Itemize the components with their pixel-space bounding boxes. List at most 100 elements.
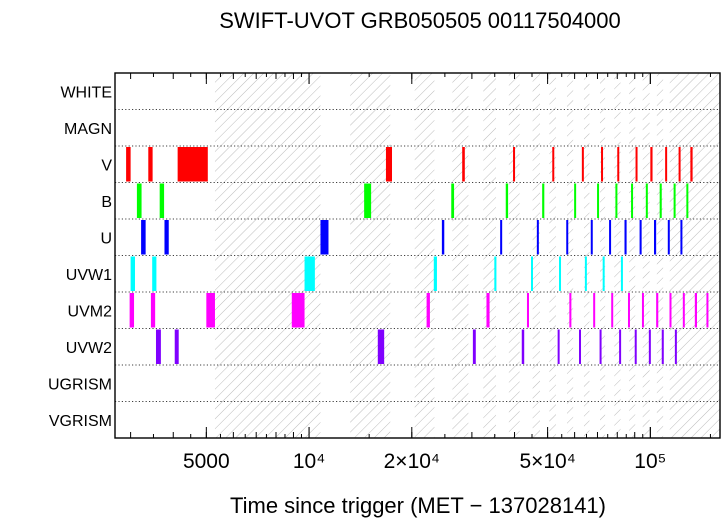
exposure-bar-b (159, 183, 165, 218)
exposure-bar-uvw1 (130, 256, 135, 291)
exposure-bar-u (536, 220, 539, 255)
exposure-bar-v (617, 147, 620, 182)
x-tick-label: 10⁴ (293, 450, 325, 473)
exposure-bar-b (659, 183, 662, 218)
chart-title: SWIFT-UVOT GRB050505 00117504000 (219, 8, 621, 33)
exposure-bar-b (597, 183, 600, 218)
exposure-bar-uvm2 (291, 293, 305, 328)
filter-label-white: WHITE (60, 84, 112, 101)
filter-label-magn: MAGN (64, 121, 112, 138)
exposure-bar-b (451, 183, 455, 218)
exposure-bar-u (141, 220, 146, 255)
exposure-bar-uvm2 (706, 293, 709, 328)
filter-label-u: U (100, 230, 112, 247)
hatched-gap (669, 73, 720, 438)
exposure-bar-uvw2 (619, 329, 622, 364)
exposure-bar-u (441, 220, 445, 255)
exposure-bar-b (686, 183, 689, 218)
filter-label-vgrism: VGRISM (49, 413, 112, 430)
exposure-bar-v (177, 147, 208, 182)
exposure-bar-v (148, 147, 153, 182)
exposure-bar-uvw1 (559, 256, 562, 291)
exposure-bar-uvw2 (155, 329, 161, 364)
filter-labels: WHITE MAGN V B U UVW1 UVM2 UVW2 UGRISM VGRISM (48, 84, 112, 430)
exposure-bar-uvw2 (661, 329, 664, 364)
exposure-bar-uvw1 (602, 256, 605, 291)
exposure-bar-uvm2 (611, 293, 614, 328)
exposure-bar-uvm2 (426, 293, 430, 328)
exposure-bar-b (615, 183, 618, 218)
exposure-bar-u (164, 220, 169, 255)
exposure-bar-uvw2 (648, 329, 651, 364)
hatched-gap (599, 73, 606, 438)
exposure-bar-uvw2 (634, 329, 637, 364)
exposure-bar-uvw2 (174, 329, 179, 364)
exposure-bar-uvw1 (494, 256, 497, 291)
exposure-bar-v (635, 147, 638, 182)
exposure-bar-v (581, 147, 584, 182)
exposure-bar-v (513, 147, 516, 182)
x-axis-label: Time since trigger (MET − 137028141) (230, 493, 606, 518)
exposure-bar-uvw1 (584, 256, 587, 291)
exposure-bar-v (690, 147, 693, 182)
exposure-bar-uvw2 (674, 329, 677, 364)
hatched-gap (583, 73, 590, 438)
exposure-bar-u (500, 220, 503, 255)
exposure-bar-v (552, 147, 555, 182)
exposure-bar-uvm2 (206, 293, 215, 328)
exposure-bar-uvm2 (627, 293, 630, 328)
plot-frame (114, 72, 721, 439)
exposure-bar-uvm2 (129, 293, 135, 328)
exposure-bar-u (624, 220, 627, 255)
exposure-bar-b (673, 183, 676, 218)
exposure-bar-uvw1 (152, 256, 157, 291)
filter-label-b: B (101, 194, 112, 211)
hatched-gap (614, 73, 621, 438)
hatched-gap-layer (214, 73, 720, 438)
exposure-bar-v (601, 147, 604, 182)
x-axis-ticks (130, 73, 711, 438)
exposure-bar-uvm2 (569, 293, 572, 328)
exposure-bar-u (639, 220, 642, 255)
filter-label-uvm2: UVM2 (68, 303, 113, 320)
x-tick-label: 10⁵ (634, 450, 666, 473)
exposure-bar-uvm2 (656, 293, 659, 328)
exposure-bar-b (574, 183, 577, 218)
exposure-bar-v (462, 147, 465, 182)
exposure-bar-u (566, 220, 569, 255)
exposure-bar-u (680, 220, 683, 255)
exposure-bar-v (126, 147, 131, 182)
exposure-bar-uvw1 (530, 256, 533, 291)
exposure-bar-uvw2 (521, 329, 525, 364)
x-axis-tick-labels: 5000 10⁴ 2×10⁴ 5×10⁴ 10⁵ (183, 450, 666, 473)
hatched-gap (532, 73, 541, 438)
exposure-bar-u (320, 220, 329, 255)
exposure-bar-v (665, 147, 668, 182)
exposure-bar-v (385, 147, 393, 182)
exposure-bar-b (505, 183, 509, 218)
exposure-bar-u (653, 220, 657, 255)
hatched-gap (508, 73, 520, 438)
hatched-gap (549, 73, 556, 438)
exposure-bar-uvm2 (682, 293, 685, 328)
exposure-bar-uvm2 (593, 293, 596, 328)
exposure-bar-v (678, 147, 681, 182)
exposure-bar-u (667, 220, 670, 255)
exposure-bar-uvm2 (694, 293, 697, 328)
exposure-bar-b (542, 183, 545, 218)
filter-label-uvw2: UVW2 (66, 340, 112, 357)
exposure-bar-uvw1 (620, 256, 623, 291)
exposure-bar-uvw2 (472, 329, 476, 364)
exposure-bar-uvm2 (641, 293, 644, 328)
exposure-bar-b (645, 183, 648, 218)
exposure-bar-uvw2 (557, 329, 560, 364)
x-tick-label: 5000 (183, 450, 230, 473)
exposure-bar-uvw1 (433, 256, 437, 291)
x-tick-label: 5×10⁴ (519, 450, 575, 473)
exposure-bar-uvw2 (579, 329, 582, 364)
exposure-bars (126, 147, 709, 364)
hatched-gap (567, 73, 574, 438)
exposure-bar-uvw2 (599, 329, 602, 364)
filter-label-ugrism: UGRISM (48, 376, 112, 393)
